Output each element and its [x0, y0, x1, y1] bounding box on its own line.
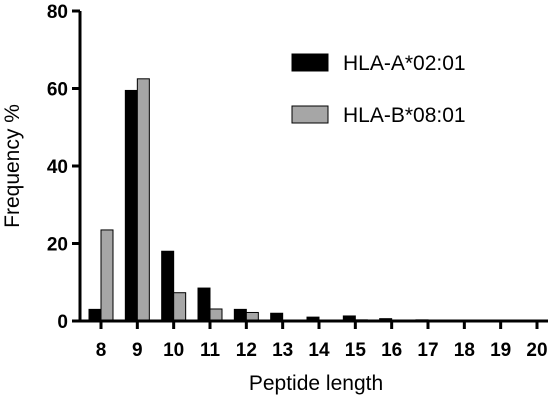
y-tick-label: 80: [47, 2, 68, 23]
bar-series2-11: [209, 308, 223, 322]
bar-series1-10: [161, 250, 175, 322]
legend-label-1: HLA-A*02:01: [343, 52, 466, 75]
x-axis-title: Peptide length: [249, 372, 383, 395]
y-tick-label: 60: [47, 80, 68, 101]
x-tick-label: 17: [417, 340, 438, 361]
legend-label-2: HLA-B*08:01: [343, 104, 466, 127]
y-axis-title: Frequency %: [1, 104, 24, 228]
bar-series1-8: [88, 308, 102, 322]
x-tick-label: 16: [381, 340, 402, 361]
legend: HLA-A*02:01 HLA-B*08:01: [291, 52, 466, 127]
x-tick-label: 15: [345, 340, 367, 361]
y-tick-label: 20: [47, 235, 68, 256]
legend-swatch-1: [291, 53, 329, 72]
x-tick-label: 13: [272, 340, 293, 361]
bar-series1-11: [197, 287, 211, 322]
bar-series2-8: [100, 229, 114, 322]
x-tick-label: 12: [236, 340, 257, 361]
bar-series1-12: [233, 308, 247, 322]
bar-series1-9: [124, 89, 138, 322]
y-tick-label: 40: [47, 157, 68, 178]
x-tick-label: 9: [132, 340, 143, 361]
ticks-layer: 0 20 40 60 80 8 9 10 11 12 13 14 15 16 17 18 19 20: [47, 2, 548, 361]
x-tick-label: 10: [163, 340, 184, 361]
bar-series2-10: [173, 292, 187, 322]
y-tick-label: 0: [57, 312, 68, 333]
x-tick-label: 11: [200, 340, 221, 361]
legend-swatch-2: [291, 105, 329, 124]
x-tick-label: 19: [490, 340, 511, 361]
x-tick-label: 20: [526, 340, 547, 361]
x-tick-label: 8: [96, 340, 107, 361]
bar-series2-9: [136, 78, 150, 322]
bars-layer: [88, 78, 441, 322]
x-tick-label: 14: [308, 340, 330, 361]
x-tick-label: 18: [454, 340, 475, 361]
